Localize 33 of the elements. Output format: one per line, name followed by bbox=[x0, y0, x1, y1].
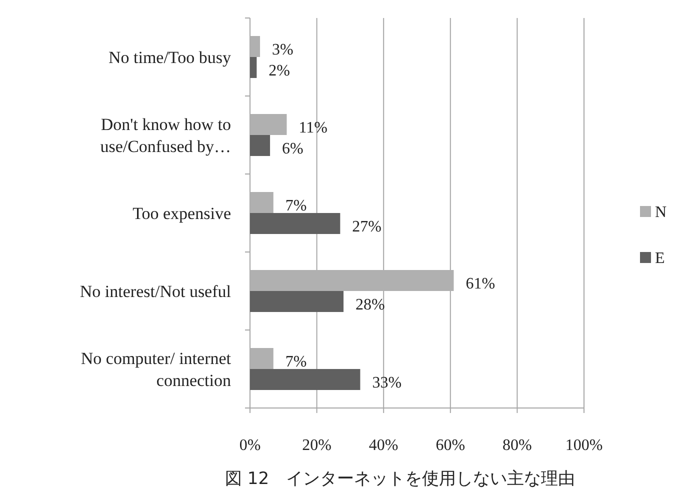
y-tick-label: Don't know how to use/Confused by… bbox=[100, 115, 231, 156]
x-tick-label: 60% bbox=[436, 437, 466, 454]
x-tick-label: 40% bbox=[368, 437, 398, 454]
bar bbox=[250, 57, 257, 78]
data-label: 7% bbox=[285, 354, 307, 370]
bar bbox=[250, 135, 270, 156]
data-label: 28% bbox=[356, 296, 385, 314]
data-label: 61% bbox=[466, 276, 496, 292]
data-label: 33% bbox=[372, 374, 402, 392]
y-tick-label: No time/Too busy bbox=[108, 48, 232, 67]
x-tick-label: 0% bbox=[239, 437, 261, 454]
bar bbox=[250, 36, 260, 57]
x-tick-label: 20% bbox=[302, 437, 332, 454]
text: 図 12 インターネットを使用しない主な理由 bbox=[224, 469, 576, 489]
bar bbox=[250, 192, 274, 213]
bar bbox=[250, 348, 274, 369]
data-label: 2% bbox=[268, 62, 290, 80]
legend-label: E bbox=[655, 250, 665, 267]
x-tick-label: 100% bbox=[565, 437, 603, 454]
data-label: 3% bbox=[272, 42, 294, 58]
y-tick-label: No computer/ internet connection bbox=[80, 349, 232, 390]
bar bbox=[250, 213, 340, 234]
y-tick-label: Too expensive bbox=[132, 204, 231, 223]
data-label: 11% bbox=[298, 120, 328, 136]
x-tick-label: 80% bbox=[502, 437, 532, 454]
bar bbox=[250, 291, 344, 312]
data-label: 7% bbox=[285, 198, 307, 214]
bar bbox=[250, 114, 287, 135]
data-label: 27% bbox=[352, 218, 382, 236]
y-tick-label: No interest/Not useful bbox=[80, 282, 232, 301]
data-label: 6% bbox=[282, 140, 304, 158]
bar bbox=[250, 369, 360, 390]
legend-label: N bbox=[655, 204, 667, 221]
